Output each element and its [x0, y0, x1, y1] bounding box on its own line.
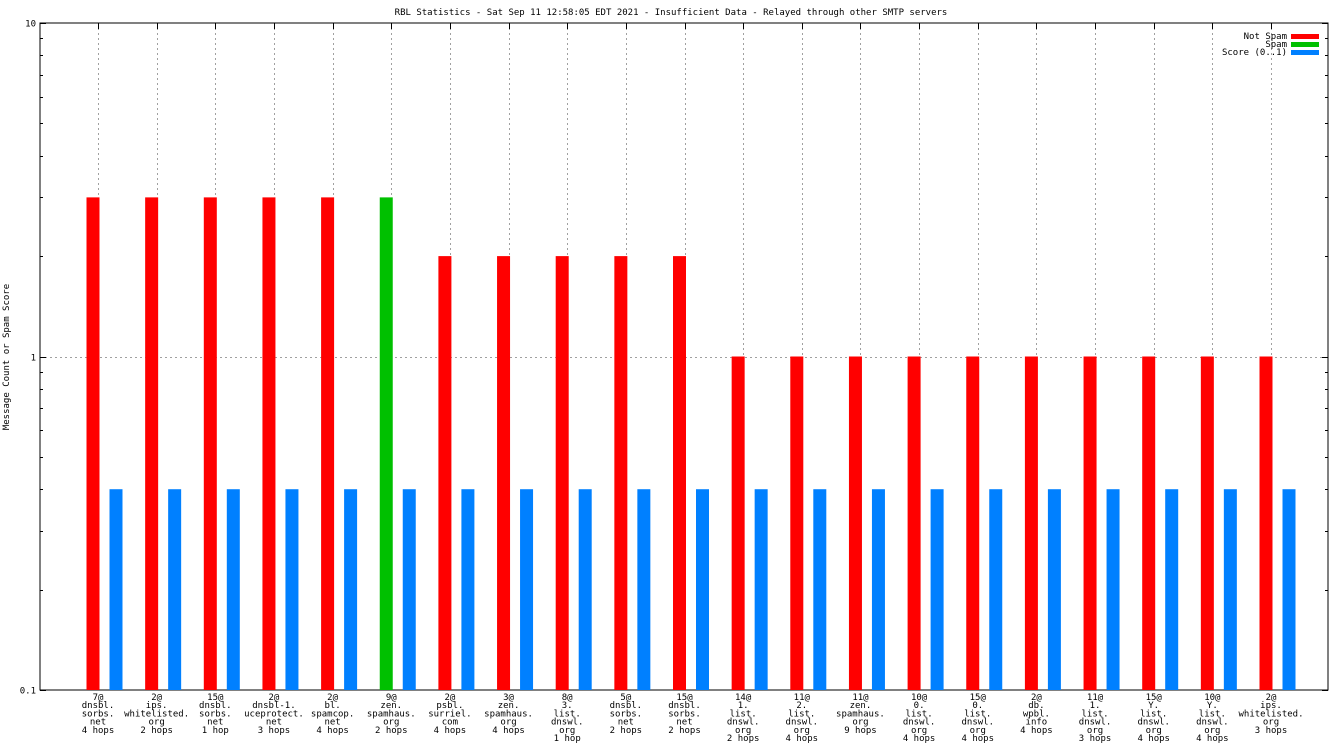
bar-not-spam	[1200, 356, 1214, 690]
y-tick-label: 0.1	[20, 687, 36, 697]
bar-score	[1106, 489, 1120, 690]
bar-not-spam	[497, 256, 511, 690]
bar-score	[754, 489, 768, 690]
bar-score	[989, 489, 1003, 690]
bar-score	[285, 489, 299, 690]
bar-score	[344, 489, 358, 690]
bar-score	[168, 489, 182, 690]
y-tick-label: 1	[31, 354, 36, 364]
bar-score	[226, 489, 240, 690]
bar-not-spam	[1024, 356, 1038, 690]
bar-score	[520, 489, 534, 690]
x-tick-label: 2@ ips. whitelisted. org 2 hops	[124, 693, 189, 736]
x-tick-label: 2@ dnsbl-1. uceprotect. net 3 hops	[244, 693, 304, 736]
bar-spam	[379, 197, 393, 690]
bar-not-spam	[321, 197, 335, 690]
bar-score	[930, 489, 944, 690]
bar-score	[813, 489, 827, 690]
x-tick-label: 15@ dnsbl. sorbs. net 1 hop	[199, 693, 232, 736]
legend-swatch	[1291, 34, 1319, 39]
chart-title: RBL Statistics - Sat Sep 11 12:58:05 EDT…	[395, 8, 948, 18]
x-tick-label: 7@ dnsbl. sorbs. net 4 hops	[82, 693, 115, 736]
legend-label: Spam	[1265, 40, 1287, 50]
x-tick-label: 2@ psbl. surriel. com 4 hops	[428, 693, 471, 736]
bar-not-spam	[145, 197, 159, 690]
x-tick-label: 3@ zen. spamhaus. org 4 hops	[484, 693, 533, 736]
bar-not-spam	[262, 197, 276, 690]
bar-score	[871, 489, 885, 690]
bar-not-spam	[1259, 356, 1273, 690]
x-tick-label: 8@ 3. list. dnswl. org 1 hop	[551, 693, 584, 744]
x-tick-label: 10@ 0. list. dnswl. org 4 hops	[903, 693, 936, 744]
bar-not-spam	[1142, 356, 1156, 690]
bar-score	[1282, 489, 1296, 690]
x-tick-label: 2@ bl. spamcop. net 4 hops	[311, 693, 354, 736]
bar-not-spam	[966, 356, 980, 690]
x-tick-label: 10@ Y. list. dnswl. org 4 hops	[1196, 693, 1229, 744]
y-tick-label: 10	[25, 20, 36, 30]
bar-not-spam	[1083, 356, 1097, 690]
bar-not-spam	[673, 256, 686, 690]
x-tick-label: 14@ 1. list. dnswl. org 2 hops	[727, 693, 760, 744]
legend-swatch	[1291, 42, 1319, 47]
x-tick-label: 15@ dnsbl. sorbs. net 2 hops	[668, 693, 701, 736]
bar-score	[1047, 489, 1061, 690]
legend-label: Score (0..1)	[1222, 48, 1287, 58]
x-tick-label: 2@ db. wpbl. info 4 hops	[1020, 693, 1053, 736]
bar-not-spam	[203, 197, 217, 690]
bar-score	[578, 489, 592, 690]
x-tick-label: 11@ zen. spamhaus. org 9 hops	[836, 693, 885, 736]
bar-not-spam	[731, 356, 745, 690]
bar-not-spam	[438, 256, 452, 690]
bar-not-spam	[907, 356, 921, 690]
bar-score	[696, 489, 709, 690]
bar-score	[402, 489, 416, 690]
bar-not-spam	[555, 256, 569, 690]
bar-not-spam	[848, 356, 862, 690]
legend-swatch	[1291, 50, 1319, 55]
bar-not-spam	[614, 256, 628, 690]
x-tick-label: 9@ zen. spamhaus. org 2 hops	[367, 693, 416, 736]
bar-not-spam	[790, 356, 804, 690]
plot-area: 0.1 1 10 7@ dnsbl. sorbs. net 4 hops 2@ ips. white…	[20, 20, 1329, 744]
x-tick-label: 2@ ips. whitelisted. org 3 hops	[1238, 693, 1303, 736]
bar-score	[109, 489, 123, 690]
x-tick-label: 15@ Y. list. dnswl. org 4 hops	[1137, 693, 1170, 744]
bar-score	[637, 489, 651, 690]
legend-label: Not Spam	[1244, 32, 1287, 42]
bar-score	[1223, 489, 1237, 690]
bar-not-spam	[86, 197, 100, 690]
bar-score	[461, 489, 475, 690]
x-tick-label: 15@ 0. list. dnswl. org 4 hops	[961, 693, 994, 744]
bar-score	[1165, 489, 1179, 690]
y-axis-label: Message Count or Spam Score	[2, 284, 12, 430]
x-tick-label: 11@ 2. list. dnswl. org 4 hops	[786, 693, 819, 744]
x-tick-label: 5@ dnsbl. sorbs. net 2 hops	[610, 693, 643, 736]
x-tick-label: 11@ 1. list. dnswl. org 3 hops	[1079, 693, 1112, 744]
